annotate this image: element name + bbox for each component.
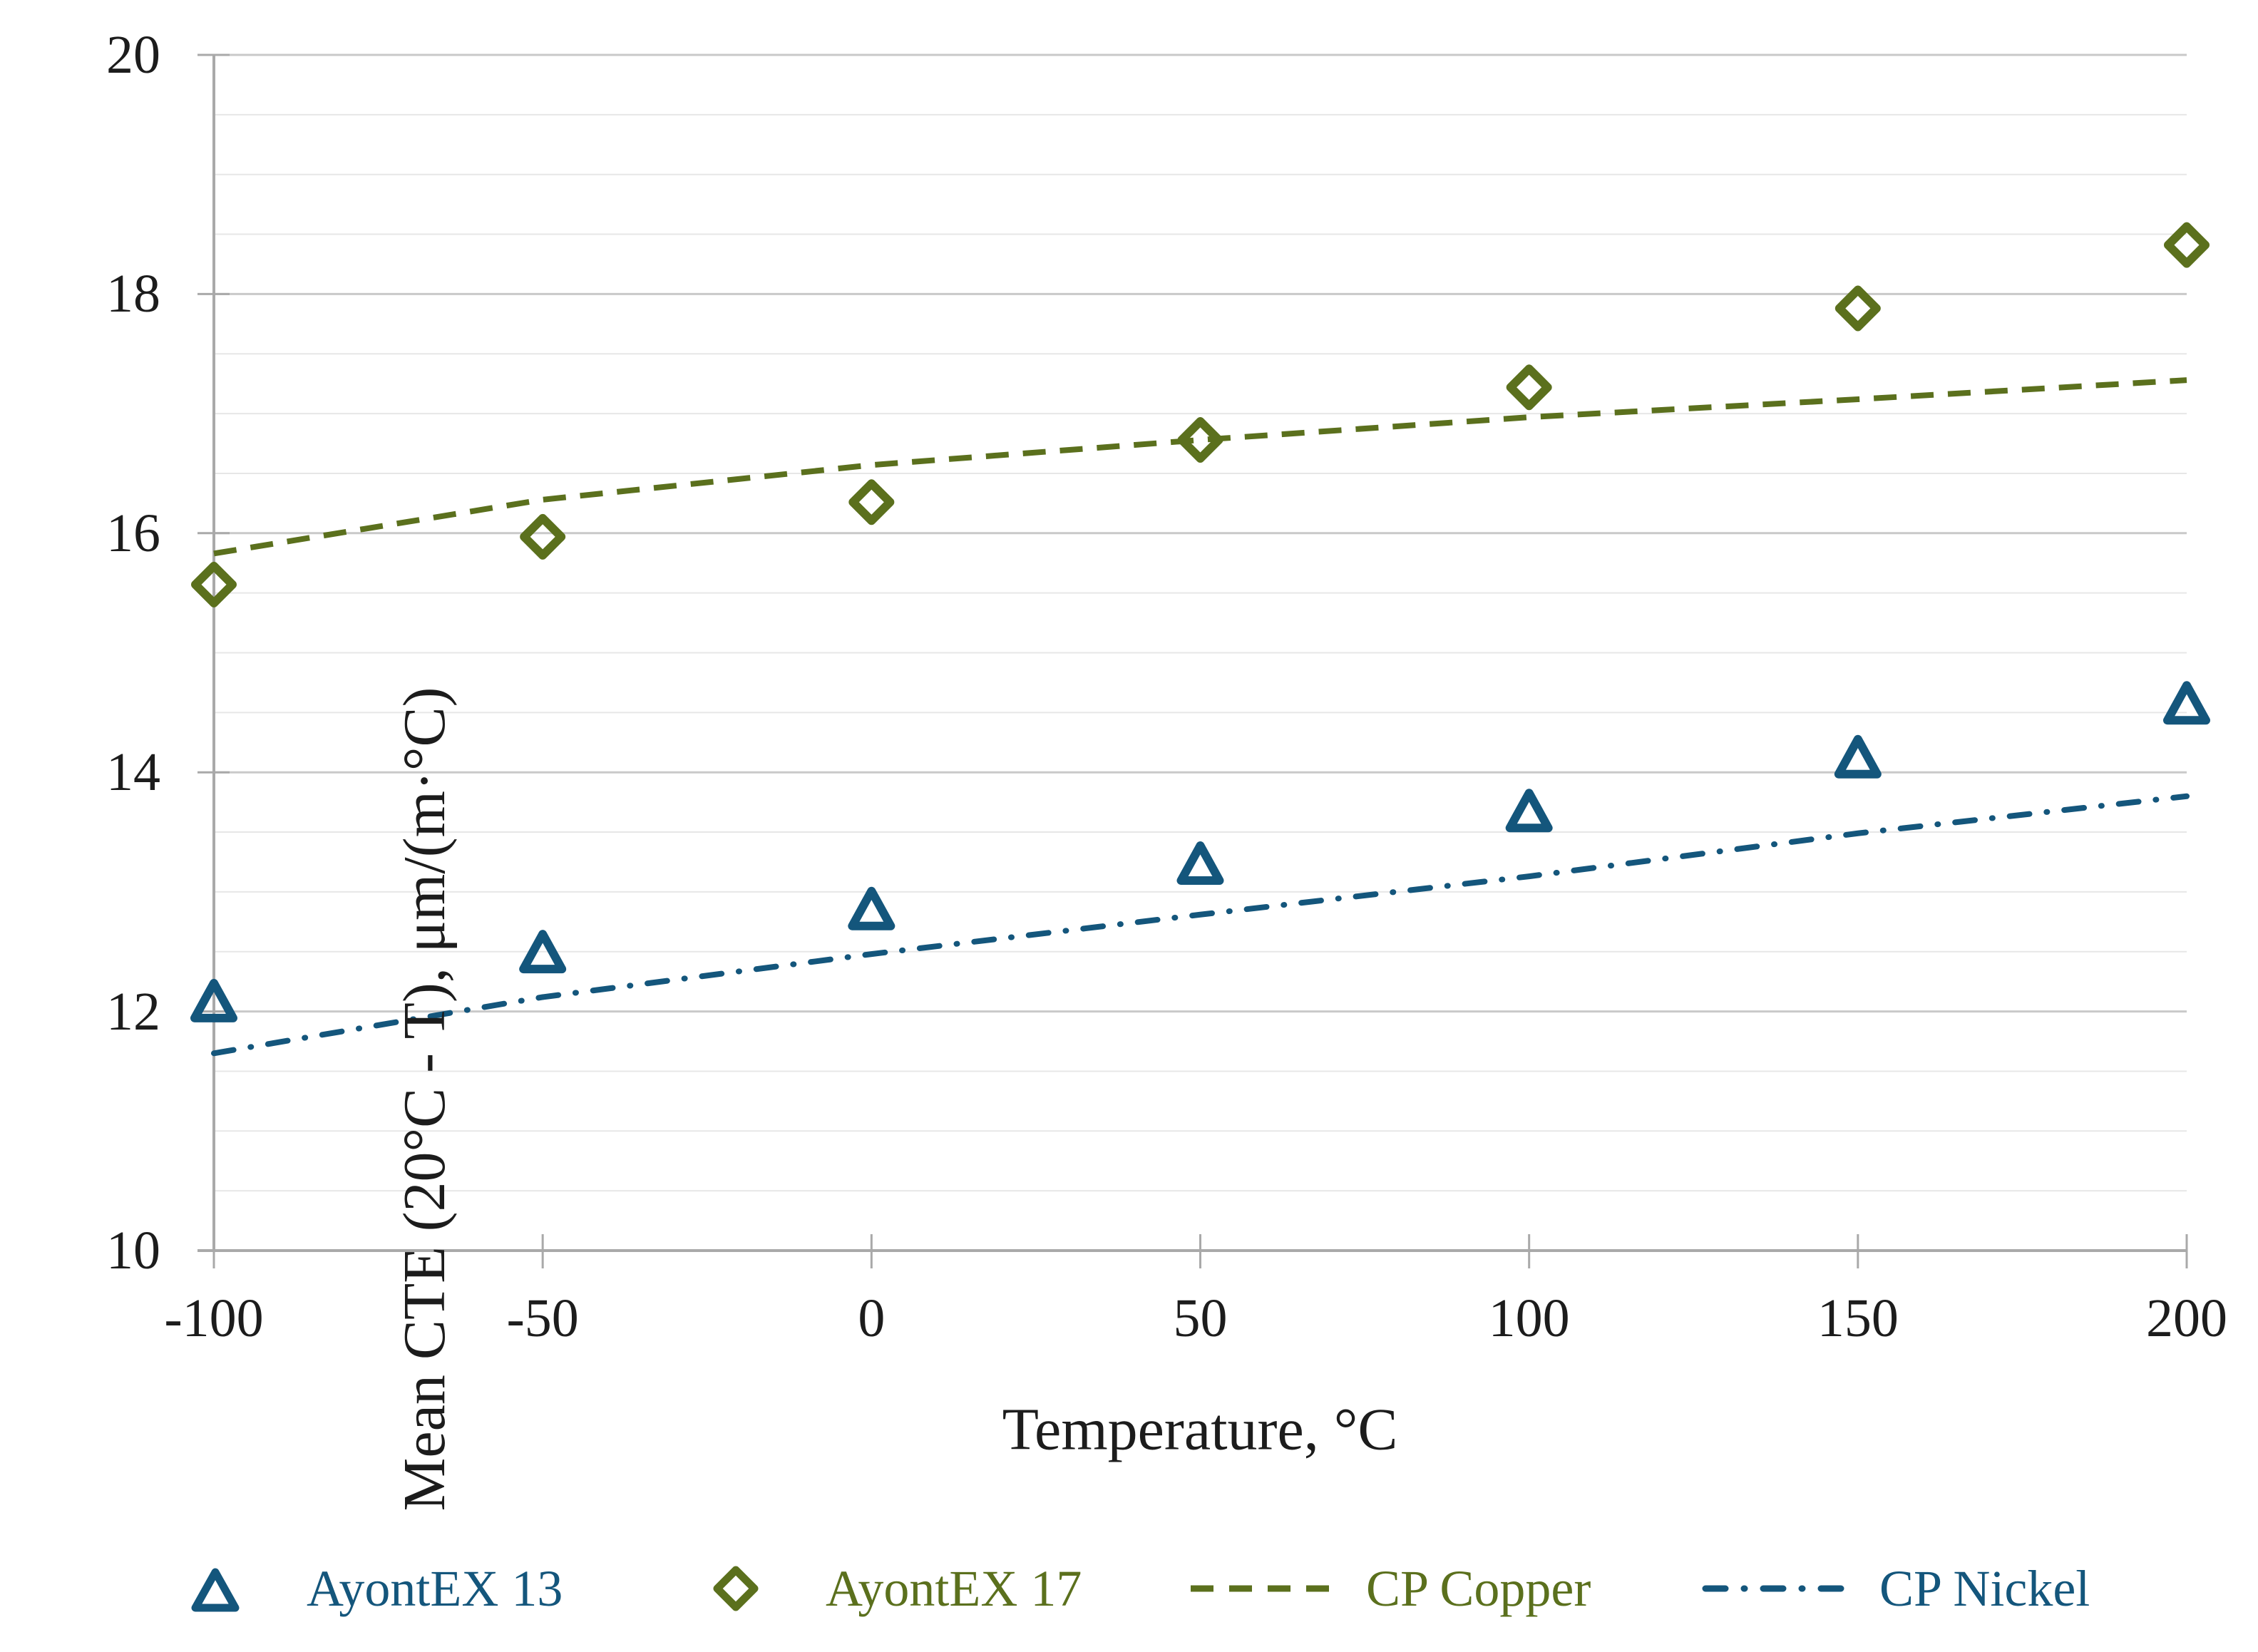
diamond-marker — [1834, 285, 1881, 332]
legend-dashdot-line-icon — [1702, 1585, 1859, 1592]
trendline-cp-copper — [213, 377, 2187, 557]
legend-dashed-line-icon — [1191, 1585, 1343, 1592]
y-tick-label: 14 — [106, 742, 160, 803]
y-tick-label: 18 — [106, 264, 160, 324]
triangle-marker — [1176, 841, 1224, 886]
y-tick-label: 20 — [106, 25, 160, 85]
diamond-marker — [1506, 364, 1552, 411]
legend-label: CP Copper — [1366, 1560, 1591, 1617]
legend-label: CP Nickel — [1879, 1560, 2090, 1617]
triangle-marker — [848, 886, 895, 930]
legend-label: AyontEX 17 — [826, 1560, 1082, 1617]
y-tick-label: 12 — [106, 981, 160, 1042]
triangle-marker — [1505, 789, 1553, 833]
y-tick-label: 16 — [106, 503, 160, 563]
triangle-marker — [1834, 734, 1882, 779]
x-tick-label: -50 — [506, 1288, 579, 1348]
legend-label: AyontEX 13 — [307, 1560, 563, 1617]
triangle-marker — [2163, 681, 2210, 725]
triangle-marker — [190, 978, 237, 1022]
diamond-marker — [191, 561, 237, 607]
legend: AyontEX 13 AyontEX 17 CP Copper CP Nicke… — [0, 0, 2258, 1617]
x-tick-label: 50 — [1173, 1288, 1228, 1348]
trendline-cp-nickel — [211, 793, 2190, 1057]
x-tick-label: 150 — [1817, 1288, 1899, 1348]
x-tick-label: 200 — [2146, 1288, 2227, 1348]
triangle-marker — [519, 930, 567, 974]
legend-diamond-marker-icon — [713, 1566, 759, 1611]
x-tick-label: -100 — [164, 1288, 264, 1348]
x-axis-title: Temperature, °C — [1002, 1396, 1398, 1463]
x-tick-label: 0 — [858, 1288, 886, 1348]
diamond-marker — [2164, 222, 2210, 268]
diamond-marker — [848, 479, 895, 525]
x-tick-label: 100 — [1488, 1288, 1570, 1348]
diamond-marker — [520, 513, 566, 560]
y-axis-title: Mean CTE (20°C - T), μm/(m·°C) — [391, 687, 458, 1512]
legend-triangle-marker-icon — [191, 1568, 240, 1612]
y-tick-label: 10 — [106, 1221, 160, 1281]
diamond-marker — [1177, 416, 1223, 463]
